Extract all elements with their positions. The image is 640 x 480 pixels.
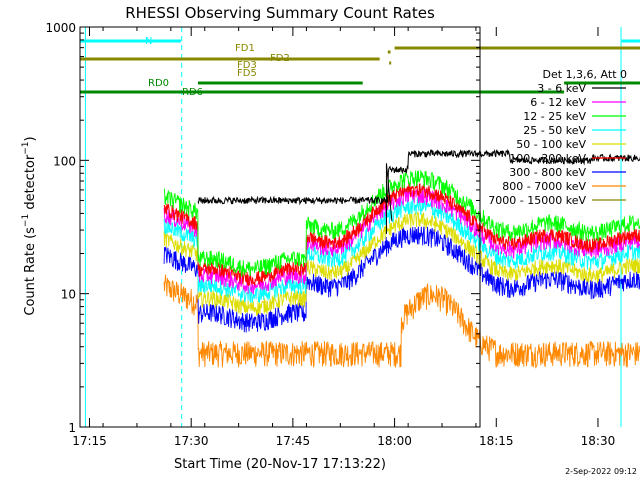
flag-label-fd1: FD1 (235, 43, 255, 54)
x-tick-label: 18:15 (479, 434, 514, 448)
y-axis-label-exp1: −1 (21, 214, 31, 227)
y-tick-label: 100 (53, 154, 76, 168)
y-axis-label-prefix: Count Rate (s (23, 227, 38, 316)
y-axis-label: Count Rate (s−1 detector−1) (21, 136, 38, 315)
legend-label-0: 3 - 6 keV (537, 82, 586, 95)
x-tick-label: 18:30 (581, 434, 616, 448)
legend-label-5: 100 - 300 keV (509, 152, 586, 165)
x-tick-label: 17:30 (174, 434, 209, 448)
y-axis-label-exp2: −1 (21, 141, 31, 154)
y-axis-label-suffix: ) (23, 136, 38, 141)
x-tick-label: 17:45 (276, 434, 311, 448)
y-tick-label: 1 (68, 421, 76, 435)
x-axis-label: Start Time (20-Nov-17 17:13:22) (174, 457, 386, 472)
series-line-300-800 (163, 226, 640, 333)
legend-label-7: 800 - 7000 keV (502, 180, 586, 193)
legend-label-2: 12 - 25 keV (523, 110, 586, 123)
flag-label-rd0: RD0 (148, 78, 169, 89)
legend-label-8: 7000 - 15000 keV (488, 194, 586, 207)
chart-title: RHESSI Observing Summary Count Rates (125, 4, 435, 22)
y-tick-label: 10 (61, 288, 76, 302)
series-line-50-100 (163, 211, 640, 316)
x-tick-label: 18:00 (377, 434, 412, 448)
legend-label-1: 6 - 12 keV (530, 96, 586, 109)
series-line-25-50 (163, 197, 640, 303)
timestamp: 2-Sep-2022 09:12 (565, 467, 637, 476)
legend-label-4: 50 - 100 keV (516, 138, 586, 151)
series-spike-3-6 (385, 163, 393, 235)
plot-frame (79, 26, 481, 428)
legend-label-6: 300 - 800 keV (509, 166, 586, 179)
series-line-3-6 (197, 148, 640, 206)
y-axis-label-mid: detector (23, 154, 38, 214)
x-tick-label: 17:15 (72, 434, 107, 448)
legend-label-3: 25 - 50 keV (523, 124, 586, 137)
series-line-800-7000 (163, 274, 640, 369)
y-tick-label: 1000 (45, 21, 76, 35)
flag-label-rd6: RD6 (182, 87, 203, 98)
flag-label-fd5: FD5 (237, 68, 257, 79)
flag-label-fd3: FD3 (237, 60, 257, 71)
legend-title: Det 1,3,6, Att 0 (543, 68, 627, 81)
flag-label-fd2: FD2 (270, 53, 290, 64)
flag-label-n: N (145, 36, 152, 47)
